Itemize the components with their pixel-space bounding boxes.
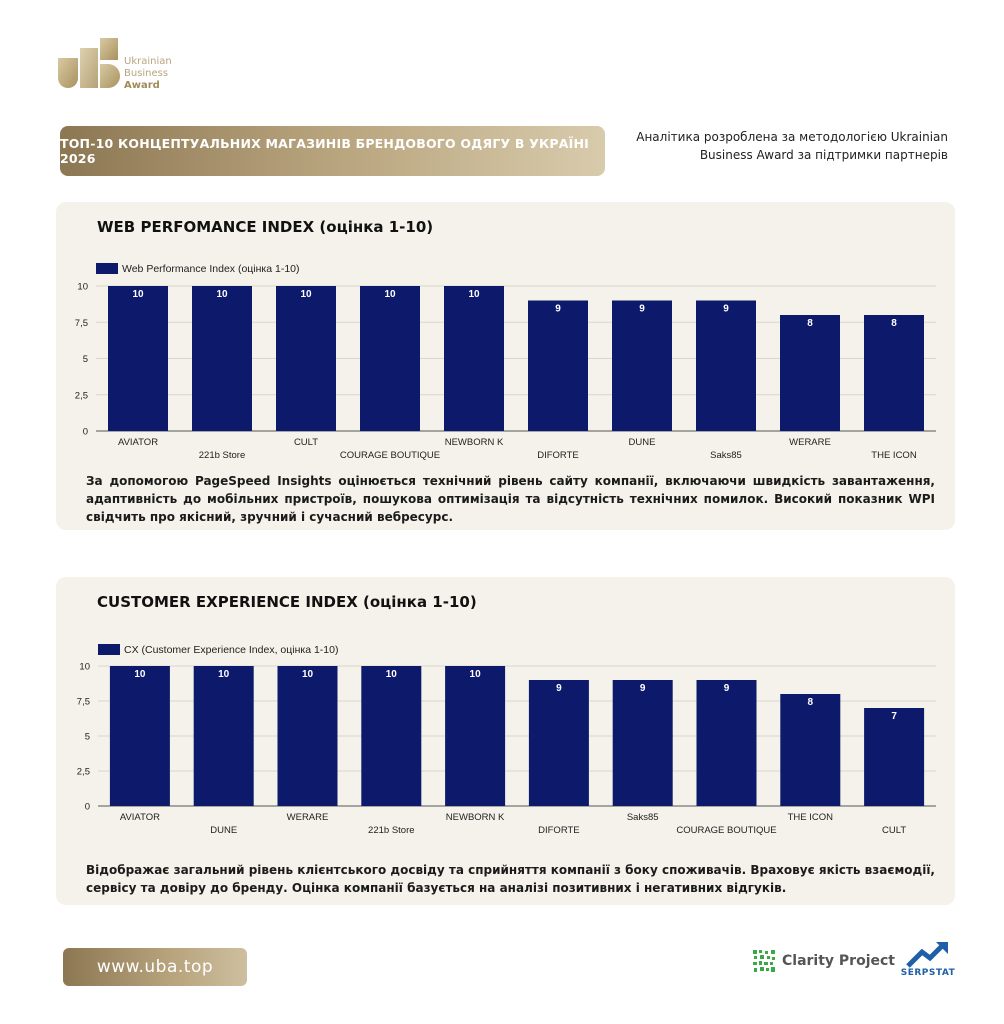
bar-value-label: 9	[556, 683, 562, 694]
section2-title: CUSTOMER EXPERIENCE INDEX (оцінка 1-10)	[97, 593, 477, 611]
bar-value-label: 10	[470, 669, 482, 680]
bar-value-label: 8	[807, 318, 813, 329]
bar-value-label: 9	[723, 304, 729, 315]
bar	[528, 680, 589, 806]
bar-value-label: 10	[302, 669, 314, 680]
bar	[108, 286, 168, 431]
x-tick-label: NEWBORN K	[446, 812, 505, 823]
bar-value-label: 8	[891, 318, 897, 329]
title-banner: ТОП-10 КОНЦЕПТУАЛЬНИХ МАГАЗИНІВ БРЕНДОВО…	[60, 126, 605, 176]
logo-text-line3: Award	[124, 80, 160, 91]
bar-value-label: 10	[468, 289, 480, 300]
section1-description: За допомогою PageSpeed Insights оцінюєть…	[86, 474, 935, 524]
y-tick-label: 5	[85, 732, 90, 743]
methodology-note: Аналітика розроблена за методологією Ukr…	[636, 130, 948, 162]
bar	[864, 315, 924, 431]
clarity-project-icon	[752, 949, 776, 973]
x-tick-label: THE ICON	[871, 450, 917, 461]
bar	[528, 300, 588, 431]
bar-value-label: 9	[555, 304, 561, 315]
bar	[696, 300, 756, 431]
legend-label: CX (Customer Experience Index, оцінка 1-…	[124, 644, 338, 656]
bar-value-label: 10	[134, 669, 146, 680]
uba-logo-icon	[58, 38, 120, 88]
section2-description: Відображає загальний рівень клієнтського…	[86, 863, 935, 895]
bar	[193, 666, 254, 806]
bar	[444, 286, 504, 431]
x-tick-label: DUNE	[629, 437, 656, 448]
x-tick-label: DUNE	[210, 825, 237, 836]
bar	[780, 694, 841, 806]
page-title: ТОП-10 КОНЦЕПТУАЛЬНИХ МАГАЗИНІВ БРЕНДОВО…	[60, 136, 590, 166]
x-tick-label: CULT	[882, 825, 906, 836]
website-link-button[interactable]: www.uba.top	[63, 948, 247, 986]
bar-value-label: 9	[639, 304, 645, 315]
serpstat-label: SERPSTAT	[900, 968, 956, 978]
x-tick-label: 221b Store	[199, 450, 245, 461]
legend-label: Web Performance Index (оцінка 1-10)	[122, 263, 300, 275]
web-performance-panel: WEB PERFOMANCE INDEX (оцінка 1-10) 0 2,5 5…	[56, 202, 955, 530]
x-tick-label: DIFORTE	[537, 450, 579, 461]
x-tick-label: Saks85	[627, 812, 659, 823]
bar	[696, 680, 757, 806]
legend-swatch	[96, 263, 118, 274]
y-tick-label: 5	[83, 354, 88, 365]
logo-text-line2: Business	[124, 68, 169, 79]
bar	[612, 680, 673, 806]
x-tick-label: WERARE	[287, 812, 329, 823]
web-performance-chart: 0 2,5 5 7,5 10 Web Performance Index (оцінка …	[75, 263, 936, 461]
bar-value-label: 10	[384, 289, 396, 300]
x-tick-label: COURAGE BOUTIQUE	[340, 450, 440, 461]
bar-value-label: 10	[300, 289, 312, 300]
bar	[109, 666, 170, 806]
y-tick-label: 7,5	[75, 318, 88, 329]
y-tick-label: 7,5	[77, 697, 90, 708]
bar	[864, 708, 925, 806]
clarity-project-partner: Clarity Project	[752, 948, 895, 974]
bar-value-label: 8	[808, 697, 814, 708]
serpstat-logo-icon	[906, 942, 948, 968]
y-tick-label: 0	[83, 427, 88, 438]
x-tick-label: CULT	[294, 437, 318, 448]
x-tick-label: 221b Store	[368, 825, 414, 836]
x-tick-label: AVIATOR	[118, 437, 158, 448]
customer-experience-panel: CUSTOMER EXPERIENCE INDEX (оцінка 1-10) …	[56, 577, 955, 905]
bar	[780, 315, 840, 431]
legend-swatch	[98, 644, 120, 655]
bar-value-label: 10	[386, 669, 398, 680]
clarity-project-label: Clarity Project	[782, 953, 895, 969]
bar	[192, 286, 252, 431]
bar	[612, 300, 672, 431]
bar	[277, 666, 338, 806]
x-tick-label: AVIATOR	[120, 812, 160, 823]
x-tick-label: Saks85	[710, 450, 742, 461]
y-tick-label: 10	[77, 282, 88, 293]
serpstat-partner: SERPSTAT	[898, 940, 958, 984]
bar-value-label: 7	[891, 711, 897, 722]
bar-value-label: 10	[132, 289, 144, 300]
bar	[445, 666, 506, 806]
y-tick-label: 10	[79, 662, 90, 673]
y-tick-label: 2,5	[75, 390, 88, 401]
x-tick-label: COURAGE BOUTIQUE	[676, 825, 776, 836]
customer-experience-chart: 0 2,5 5 7,5 10 CX (Customer Experience Index,…	[77, 644, 936, 836]
x-tick-label: NEWBORN K	[445, 437, 504, 448]
bar	[360, 286, 420, 431]
bar-value-label: 10	[216, 289, 228, 300]
bar	[276, 286, 336, 431]
y-tick-label: 2,5	[77, 767, 90, 778]
bar-value-label: 9	[640, 683, 646, 694]
x-tick-label: THE ICON	[788, 812, 834, 823]
y-tick-label: 0	[85, 802, 90, 813]
bar-value-label: 9	[724, 683, 730, 694]
bar	[361, 666, 422, 806]
x-tick-label: WERARE	[789, 437, 831, 448]
ukrainian-business-award-logo: Ukrainian Business Award	[56, 36, 206, 92]
x-tick-label: DIFORTE	[538, 825, 580, 836]
website-url: www.uba.top	[96, 957, 214, 977]
logo-text-line1: Ukrainian	[124, 56, 172, 67]
bar-value-label: 10	[218, 669, 230, 680]
section1-title: WEB PERFOMANCE INDEX (оцінка 1-10)	[97, 218, 434, 236]
